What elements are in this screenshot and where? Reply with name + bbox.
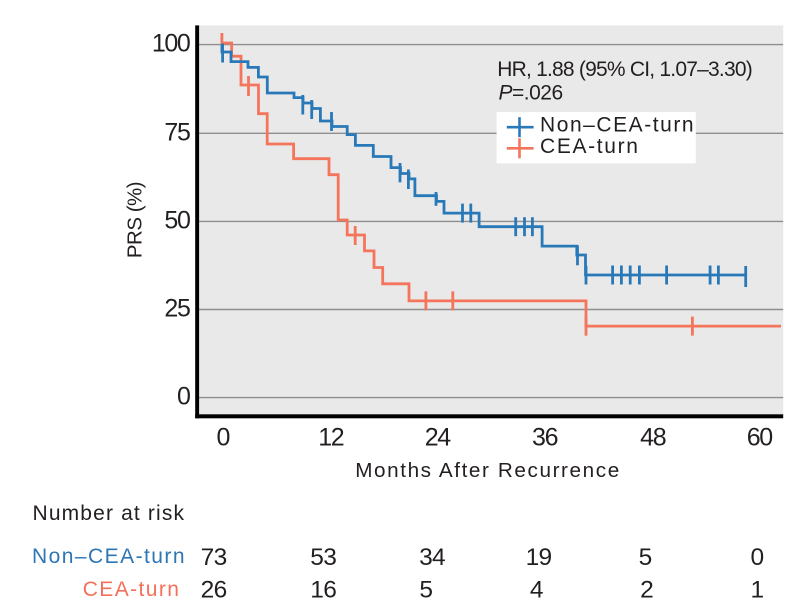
- svg-text:19: 19: [526, 544, 552, 571]
- svg-text:34: 34: [419, 544, 445, 571]
- svg-text:26: 26: [201, 577, 227, 604]
- svg-text:0: 0: [177, 383, 190, 411]
- svg-text:0: 0: [751, 544, 764, 571]
- svg-text:5: 5: [639, 544, 652, 571]
- svg-text:50: 50: [164, 206, 190, 234]
- svg-text:1: 1: [751, 577, 764, 604]
- svg-text:CEA-turn: CEA-turn: [540, 135, 640, 158]
- svg-text:HR, 1.88 (95% CI, 1.07–3.30): HR, 1.88 (95% CI, 1.07–3.30): [497, 58, 752, 81]
- svg-text:CEA-turn: CEA-turn: [83, 578, 181, 601]
- svg-text:25: 25: [164, 295, 190, 323]
- svg-text:16: 16: [310, 577, 336, 604]
- svg-text:100: 100: [152, 30, 190, 58]
- svg-text:60: 60: [747, 424, 773, 452]
- svg-text:Months After Recurrence: Months After Recurrence: [355, 459, 621, 482]
- svg-text:4: 4: [530, 577, 543, 604]
- svg-text:12: 12: [318, 424, 344, 452]
- svg-text:PRS (%): PRS (%): [124, 182, 147, 258]
- svg-text:53: 53: [310, 544, 336, 571]
- svg-text:P=.026: P=.026: [499, 82, 563, 105]
- svg-text:75: 75: [164, 118, 190, 146]
- svg-text:73: 73: [201, 544, 227, 571]
- svg-text:2: 2: [640, 577, 653, 604]
- svg-text:5: 5: [419, 577, 432, 604]
- svg-text:48: 48: [640, 424, 666, 452]
- svg-text:Non–CEA-turn: Non–CEA-turn: [540, 114, 695, 137]
- svg-text:36: 36: [532, 424, 558, 452]
- svg-text:Number at risk: Number at risk: [33, 502, 186, 525]
- svg-text:24: 24: [425, 424, 452, 452]
- svg-text:0: 0: [217, 424, 230, 452]
- svg-text:Non–CEA-turn: Non–CEA-turn: [32, 545, 186, 568]
